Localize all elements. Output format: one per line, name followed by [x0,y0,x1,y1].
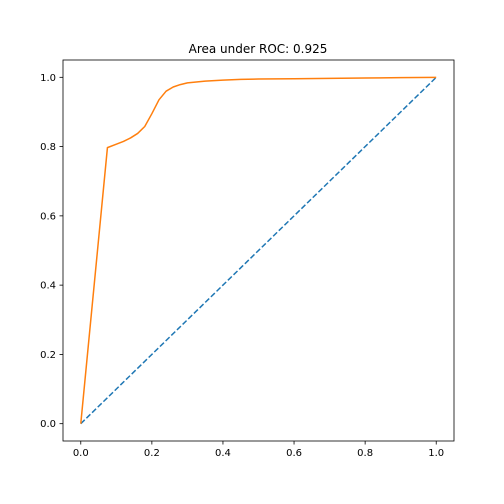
diagonal-reference-line [80,76,437,425]
y-tick-label: 0.4 [40,281,56,292]
y-tick-label: 0.0 [40,419,56,430]
x-tick-label: 0.8 [357,448,373,459]
y-tick-label: 0.8 [40,142,56,153]
axes-layer: 0.0 0.2 0.4 0.6 0.8 1.0 0.0 0.2 0.4 0.6 0.8 1.0 [40,59,455,459]
y-tick-label: 0.6 [40,211,56,222]
x-tick-label: 0.2 [144,448,160,459]
x-tick-label: 1.0 [428,448,444,459]
x-tick-label: 0.0 [73,448,89,459]
y-tick-label: 1.0 [40,73,56,84]
chart-title: Area under ROC: 0.925 [189,42,328,56]
x-tick-label: 0.6 [286,448,302,459]
roc-curve-line [80,76,437,424]
y-tick-label: 0.2 [40,350,56,361]
axes-frame [62,59,455,442]
x-tick-label: 0.4 [215,448,231,459]
series-layer [80,76,437,425]
